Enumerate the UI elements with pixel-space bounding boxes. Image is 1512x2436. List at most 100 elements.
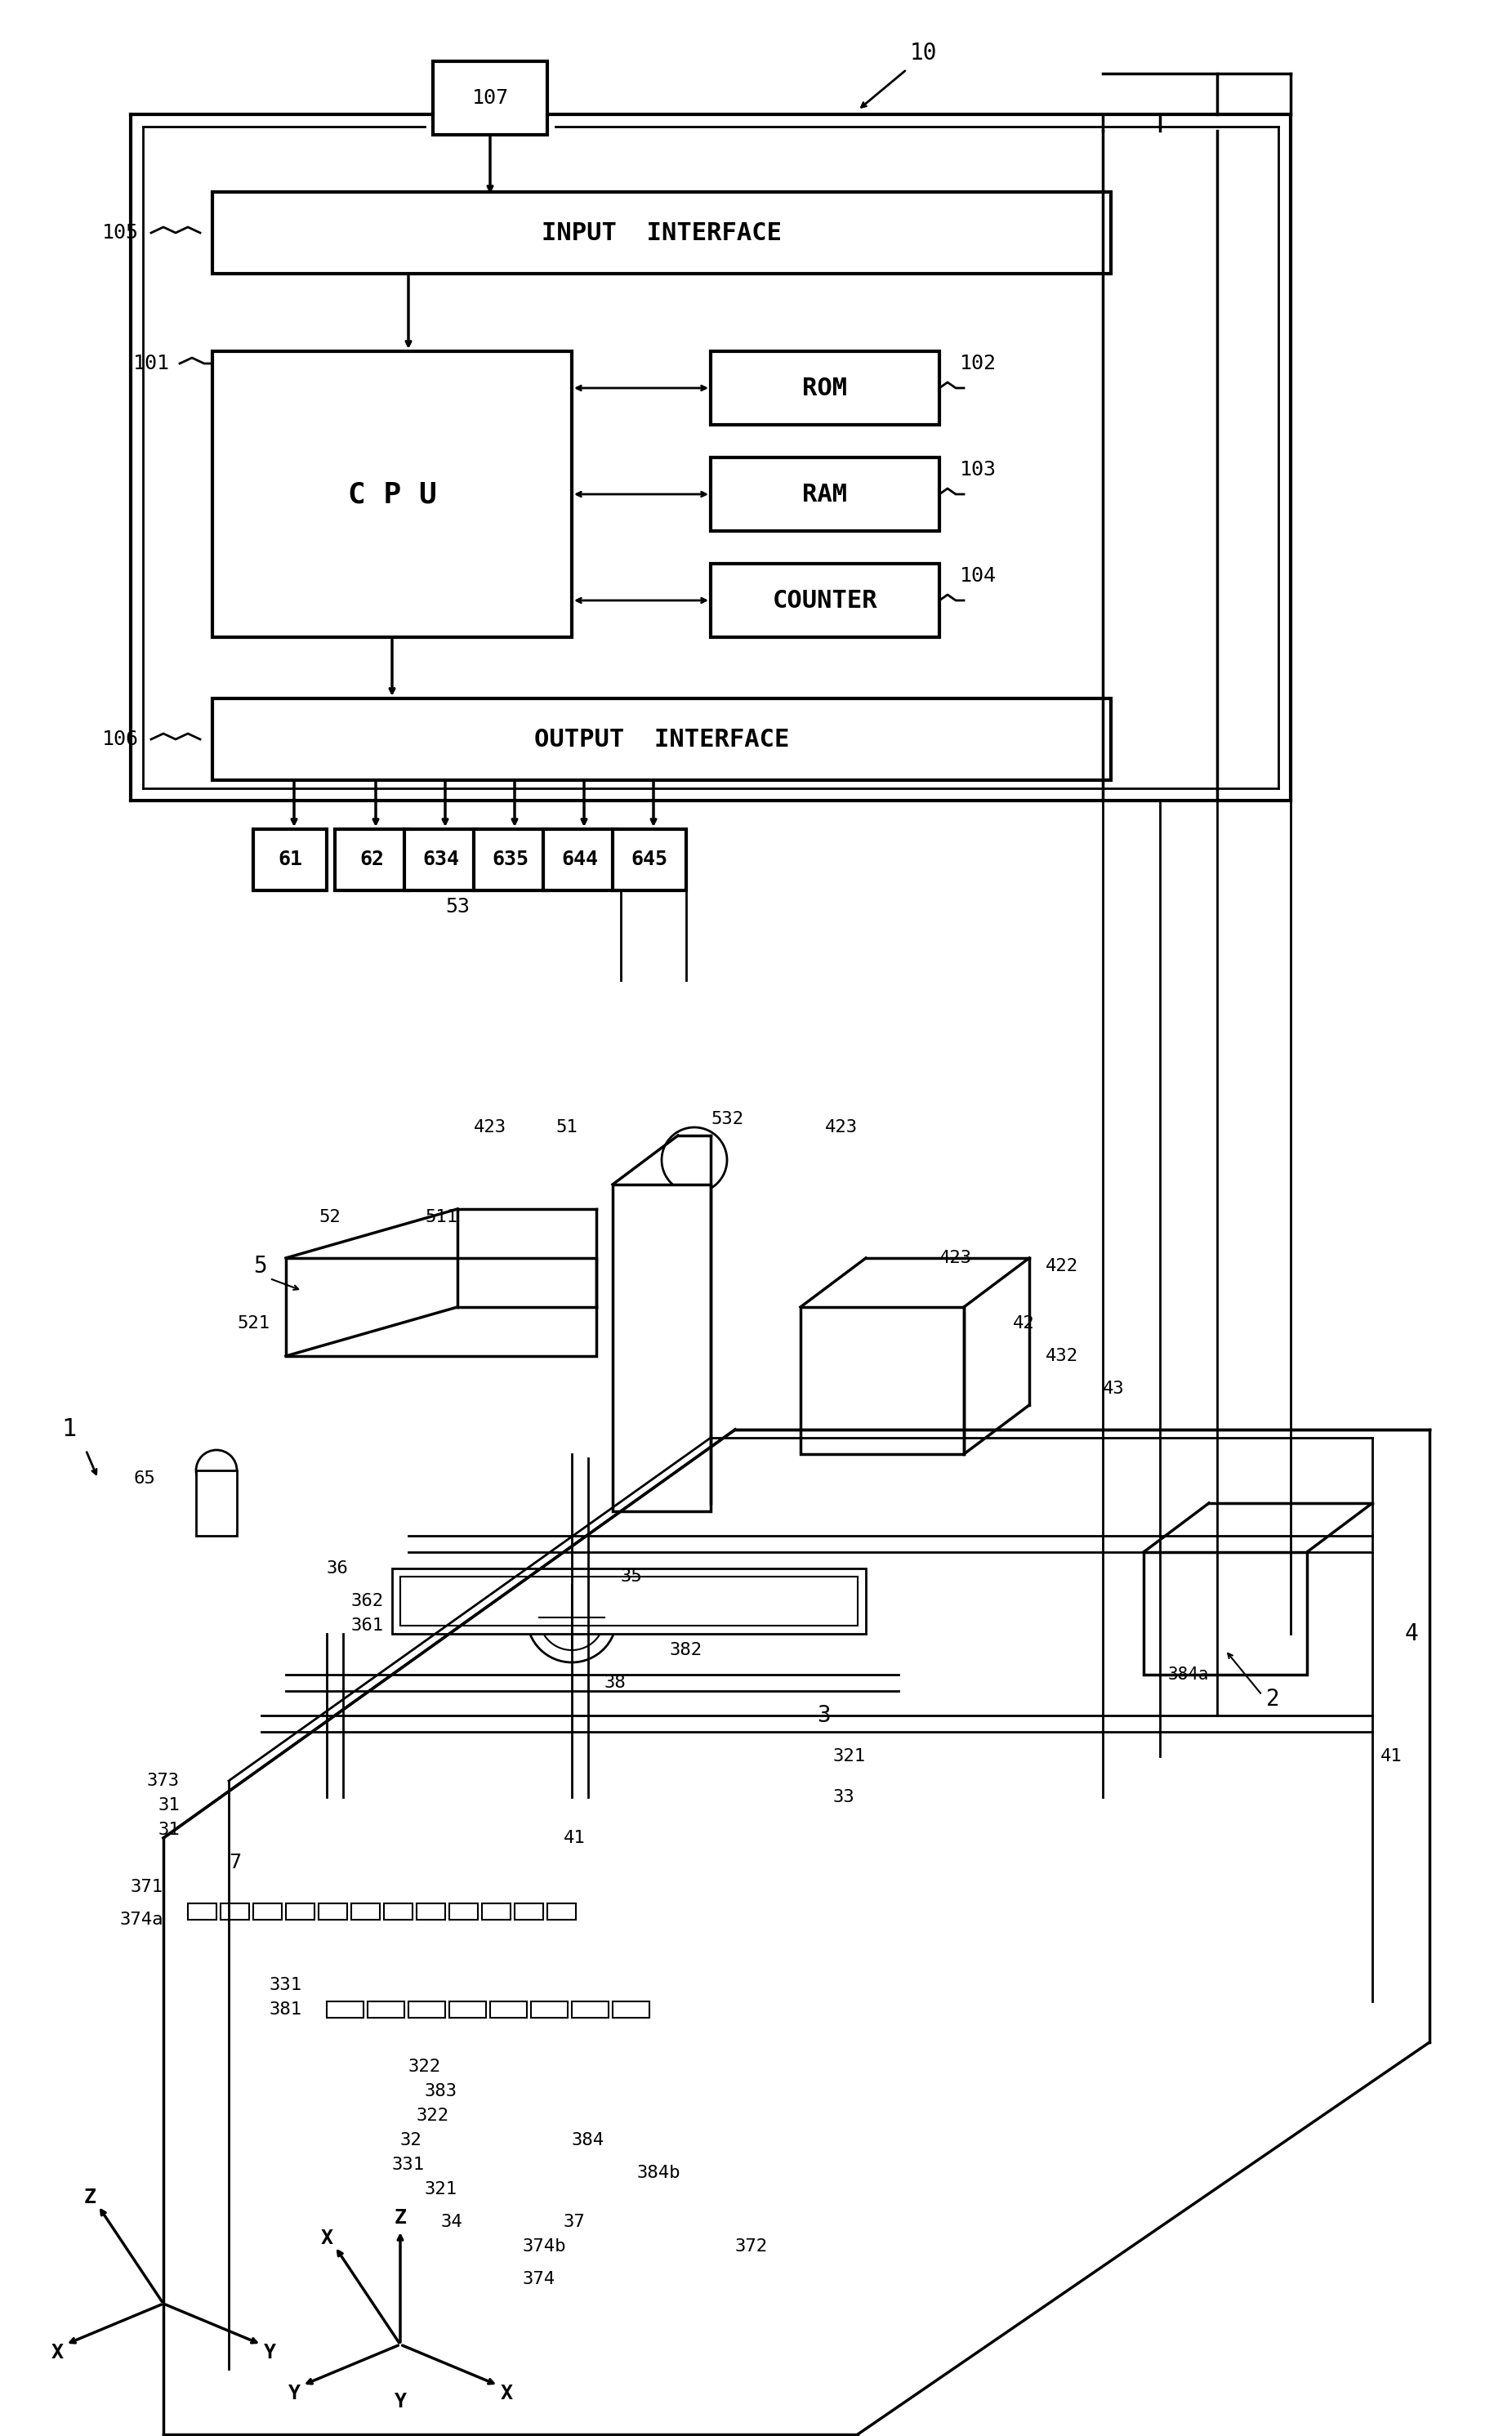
Bar [286, 1257, 596, 1357]
Bar [351, 1903, 380, 1920]
Text: OUTPUT  INTERFACE: OUTPUT INTERFACE [534, 728, 789, 750]
Text: 107: 107 [472, 88, 508, 107]
Text: 7: 7 [228, 1854, 240, 1873]
Text: 10: 10 [909, 41, 937, 63]
Bar [547, 1903, 576, 1920]
Text: 36: 36 [327, 1561, 349, 1576]
Text: 101: 101 [133, 353, 169, 373]
Text: 37: 37 [564, 2214, 585, 2229]
Text: 372: 372 [735, 2239, 768, 2256]
Bar [449, 2002, 485, 2017]
Text: X: X [51, 2343, 64, 2363]
Bar [482, 1903, 511, 1920]
Bar [404, 828, 478, 892]
Text: 532: 532 [711, 1111, 744, 1128]
Text: RAM: RAM [803, 482, 848, 507]
Text: 104: 104 [960, 565, 996, 585]
Text: 645: 645 [631, 850, 668, 870]
Text: 38: 38 [605, 1674, 626, 1691]
Bar [286, 1903, 314, 1920]
Bar [384, 1903, 413, 1920]
Text: 374b: 374b [523, 2239, 567, 2256]
Bar [212, 699, 1111, 780]
Bar [514, 1903, 543, 1920]
Text: 321: 321 [425, 2180, 458, 2197]
Text: C P U: C P U [348, 480, 437, 509]
Text: 521: 521 [237, 1315, 269, 1332]
Bar [711, 563, 939, 638]
Text: 381: 381 [269, 2002, 302, 2017]
Text: 384b: 384b [637, 2166, 680, 2180]
Text: 102: 102 [960, 353, 996, 373]
Text: INPUT  INTERFACE: INPUT INTERFACE [541, 222, 782, 244]
Text: 32: 32 [401, 2132, 422, 2149]
Text: Y: Y [263, 2343, 275, 2363]
Text: 374a: 374a [119, 1912, 163, 1927]
Text: Z: Z [395, 2207, 407, 2227]
Text: 322: 322 [417, 2107, 449, 2124]
Bar [490, 2002, 526, 2017]
Text: 423: 423 [826, 1118, 857, 1135]
Bar [401, 1576, 857, 1625]
Bar [612, 828, 686, 892]
Text: 3: 3 [816, 1705, 830, 1727]
Text: 106: 106 [103, 728, 139, 750]
Bar [197, 1471, 237, 1535]
Bar [336, 828, 408, 892]
Text: 321: 321 [833, 1749, 866, 1764]
Text: 33: 33 [833, 1788, 856, 1805]
Text: COUNTER: COUNTER [773, 590, 877, 611]
Bar [392, 1569, 866, 1635]
Bar [319, 1903, 348, 1920]
Bar [543, 828, 617, 892]
Bar [417, 1903, 445, 1920]
Bar [212, 351, 572, 638]
Text: 103: 103 [960, 460, 996, 480]
Text: 432: 432 [1046, 1347, 1078, 1364]
Bar [212, 192, 1111, 273]
Text: 362: 362 [351, 1593, 384, 1610]
Text: 31: 31 [157, 1798, 180, 1812]
Bar [531, 2002, 567, 2017]
Text: 43: 43 [1102, 1381, 1125, 1396]
Bar [367, 2002, 404, 2017]
Bar [432, 61, 547, 134]
Text: Y: Y [287, 2385, 301, 2404]
Bar [253, 828, 327, 892]
Text: 51: 51 [555, 1118, 578, 1135]
Text: 634: 634 [423, 850, 460, 870]
Text: 35: 35 [621, 1569, 643, 1586]
Text: 2: 2 [1266, 1688, 1279, 1710]
Text: 635: 635 [491, 850, 529, 870]
Text: 423: 423 [473, 1118, 507, 1135]
Text: 5: 5 [253, 1255, 268, 1276]
Text: 34: 34 [442, 2214, 463, 2229]
Text: 61: 61 [278, 850, 302, 870]
Text: 373: 373 [147, 1773, 180, 1788]
Text: 331: 331 [392, 2156, 425, 2173]
Text: 361: 361 [351, 1618, 384, 1635]
Text: 374: 374 [523, 2270, 555, 2287]
Text: 41: 41 [1380, 1749, 1402, 1764]
Text: 322: 322 [408, 2058, 442, 2075]
Text: 4: 4 [1405, 1622, 1418, 1644]
Text: 422: 422 [1046, 1257, 1078, 1274]
Bar [473, 828, 547, 892]
Text: Z: Z [83, 2188, 95, 2207]
Text: 53: 53 [445, 896, 470, 916]
Bar [327, 2002, 363, 2017]
Text: 52: 52 [319, 1208, 340, 1225]
Text: 384: 384 [572, 2132, 605, 2149]
Text: 105: 105 [103, 224, 139, 244]
Text: X: X [321, 2229, 333, 2248]
Bar [253, 1903, 281, 1920]
Text: 371: 371 [130, 1878, 163, 1895]
Text: 42: 42 [1013, 1315, 1034, 1332]
Text: X: X [500, 2385, 513, 2404]
Text: 423: 423 [939, 1250, 972, 1267]
Text: 382: 382 [670, 1642, 703, 1659]
Text: 62: 62 [360, 850, 384, 870]
Bar [187, 1903, 216, 1920]
Bar [800, 1308, 963, 1454]
Text: 384a: 384a [1169, 1666, 1210, 1683]
